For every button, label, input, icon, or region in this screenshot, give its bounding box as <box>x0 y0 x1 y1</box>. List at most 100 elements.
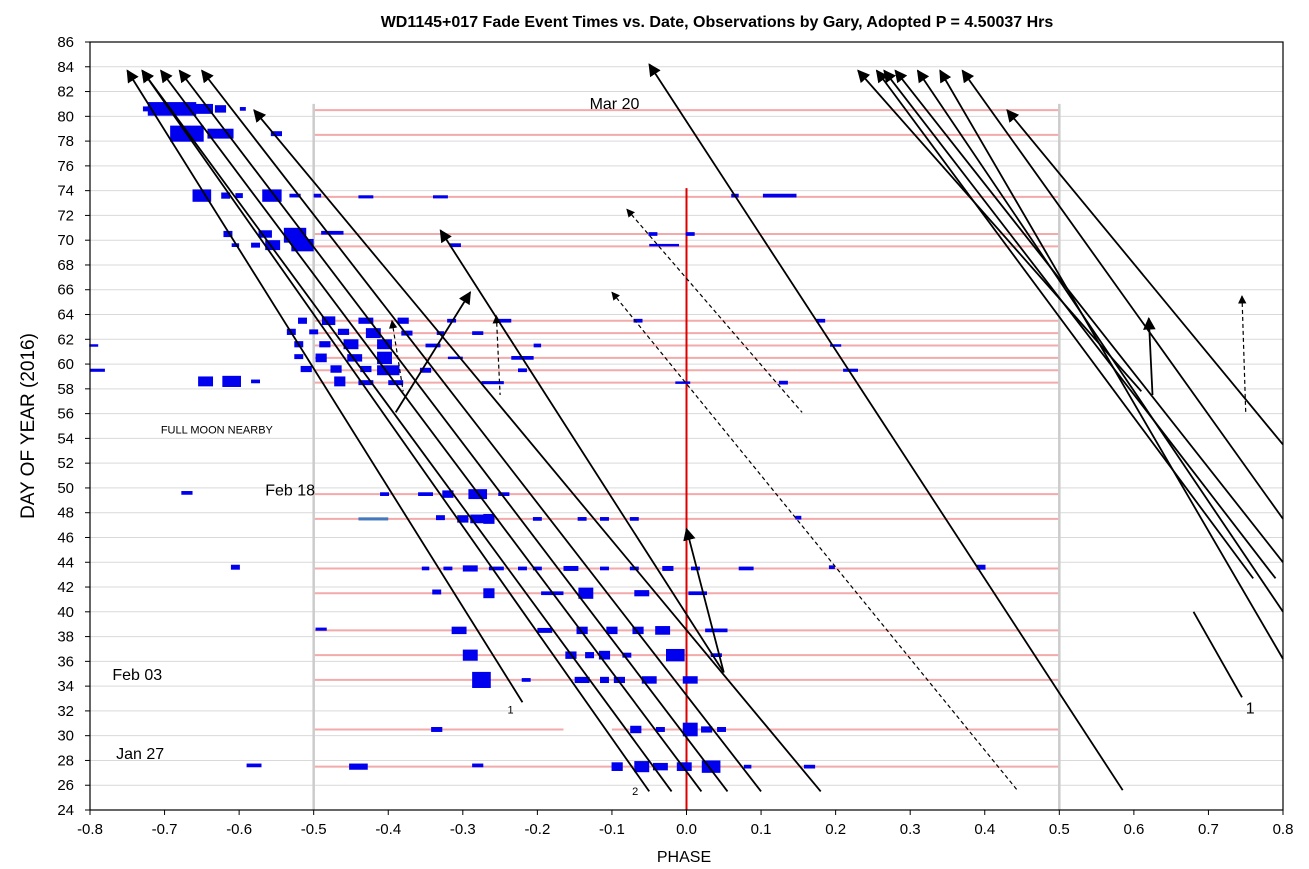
y-tick-label: 56 <box>57 406 74 423</box>
event-marker <box>688 591 708 596</box>
event-marker <box>574 676 590 684</box>
event-marker <box>778 380 788 385</box>
y-tick-label: 82 <box>57 84 74 101</box>
y-tick-label: 26 <box>57 777 74 794</box>
event-marker <box>517 566 527 571</box>
event-marker <box>431 727 443 732</box>
event-marker <box>360 365 372 373</box>
event-marker <box>421 566 430 571</box>
event-marker <box>655 626 671 635</box>
event-marker <box>803 764 816 769</box>
event-marker <box>343 339 359 350</box>
x-tick-label: 0.7 <box>1198 821 1219 838</box>
event-marker <box>291 238 314 252</box>
drift-line <box>883 69 1277 579</box>
drift-line <box>439 229 725 673</box>
drift-line <box>611 291 1019 792</box>
x-tick-label: 0.1 <box>751 821 772 838</box>
event-marker <box>577 517 587 521</box>
event-marker <box>222 375 241 387</box>
event-marker <box>319 341 331 348</box>
event-marker <box>401 330 413 336</box>
event-marker <box>498 492 510 496</box>
event-marker <box>483 513 495 524</box>
drift-line <box>126 69 524 703</box>
event-marker <box>613 676 625 684</box>
y-tick-label: 32 <box>57 703 74 720</box>
event-marker <box>830 344 842 347</box>
y-tick-label: 48 <box>57 505 74 522</box>
y-tick-label: 44 <box>57 554 74 571</box>
y-axis-title: DAY OF YEAR (2016) <box>18 333 39 519</box>
event-marker <box>190 103 214 114</box>
event-marker <box>563 565 579 571</box>
y-tick-label: 60 <box>57 356 74 373</box>
event-marker <box>251 242 261 248</box>
event-marker <box>377 351 392 365</box>
event-marker <box>294 354 304 360</box>
event-marker <box>358 380 374 386</box>
drift-line <box>1192 611 1243 698</box>
event-marker <box>630 725 642 734</box>
drift-line <box>648 63 1124 791</box>
event-marker <box>432 589 442 595</box>
event-marker <box>472 671 491 688</box>
event-marker <box>298 317 307 324</box>
drift-line <box>961 69 1284 520</box>
y-tick-label: 86 <box>57 34 74 51</box>
event-marker <box>337 328 350 335</box>
event-marker <box>533 343 542 348</box>
event-marker <box>334 376 346 387</box>
event-marker <box>648 232 658 236</box>
event-marker <box>743 764 752 769</box>
drift-line <box>141 69 650 792</box>
x-tick-label: 0.8 <box>1273 821 1294 838</box>
event-marker <box>214 105 227 113</box>
event-marker <box>309 329 319 335</box>
annotation-label: Feb 03 <box>112 667 162 684</box>
drift-line <box>857 69 1143 392</box>
event-marker <box>738 566 754 571</box>
y-tick-label: 68 <box>57 257 74 274</box>
event-marker <box>349 763 368 770</box>
y-tick-label: 70 <box>57 232 74 249</box>
annotation-label: Feb 18 <box>265 482 315 499</box>
event-marker <box>258 230 272 238</box>
event-marker <box>521 678 531 682</box>
event-marker <box>532 566 542 571</box>
event-marker <box>483 588 495 599</box>
x-tick-label: -0.6 <box>226 821 252 838</box>
y-tick-label: 76 <box>57 158 74 175</box>
drift-lines <box>126 63 1284 792</box>
drift-line <box>1238 295 1247 413</box>
event-marker <box>462 565 478 572</box>
annotation-label: 2 <box>632 786 638 798</box>
event-marker <box>470 514 486 524</box>
x-tick-label: 0.4 <box>974 821 995 838</box>
event-marker <box>90 368 105 372</box>
y-tick-label: 62 <box>57 331 74 348</box>
event-marker <box>690 566 700 571</box>
event-marker <box>230 564 240 570</box>
event-marker <box>321 230 344 235</box>
event-marker <box>377 339 392 350</box>
event-marker <box>419 367 432 373</box>
event-marker <box>665 648 685 662</box>
drift-line <box>389 319 404 392</box>
event-marker <box>347 354 363 362</box>
event-marker <box>418 492 433 496</box>
drift-line <box>875 69 1254 579</box>
event-marker <box>622 652 632 658</box>
drift-line <box>178 69 729 792</box>
event-marker <box>207 128 234 139</box>
event-marker <box>685 232 695 236</box>
event-marker <box>472 763 484 768</box>
event-marker <box>251 379 261 384</box>
y-tick-label: 72 <box>57 207 74 224</box>
annotation-label: FULL MOON NEARBY <box>161 424 274 436</box>
event-marker <box>435 515 445 521</box>
event-marker <box>239 107 246 111</box>
event-marker <box>641 676 657 684</box>
drift-line <box>683 527 725 673</box>
